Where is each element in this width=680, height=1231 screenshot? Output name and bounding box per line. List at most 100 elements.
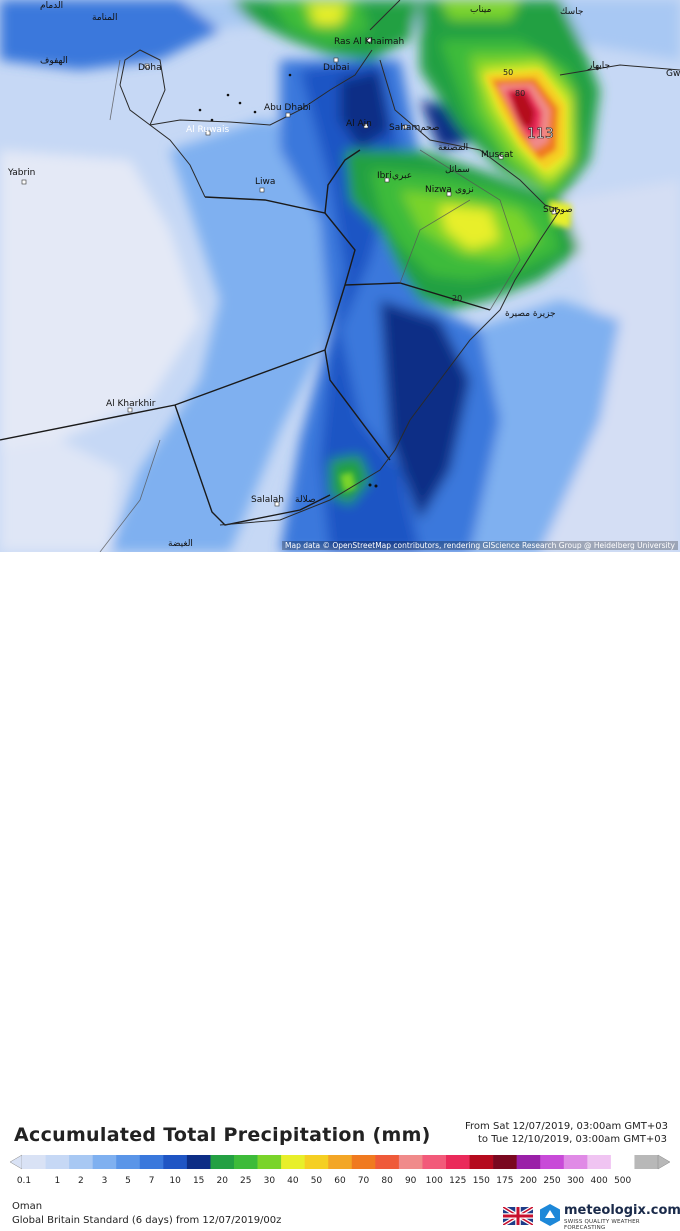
scale-tick-label: 125 [449, 1176, 466, 1186]
scale-tick-label: 90 [405, 1176, 417, 1186]
logo-mark-icon [540, 1204, 560, 1226]
scale-cell [139, 1155, 164, 1169]
svg-text:سمائل: سمائل [445, 165, 470, 175]
scale-cell [587, 1155, 612, 1169]
scale-cell [210, 1155, 235, 1169]
coastline [119, 0, 680, 526]
precipitation-map[interactable]: 80 50 20 113 Doha Dubai Abu Dhabi Ras Al… [0, 0, 680, 552]
scale-tick-label: 150 [473, 1176, 490, 1186]
scale-tick-label: 400 [591, 1176, 608, 1186]
model-info: Global Britain Standard (6 days) from 12… [12, 1215, 282, 1226]
scale-cell [540, 1155, 565, 1169]
precip-core [340, 70, 572, 492]
legend-title: Accumulated Total Precipitation (mm) [14, 1124, 431, 1146]
scale-tick-label: 200 [520, 1176, 537, 1186]
contour-label-20: 20 [452, 294, 462, 303]
scale-cell [446, 1155, 470, 1169]
scale-tick-label: 20 [216, 1176, 228, 1186]
city-nizwa: Nizwa [425, 185, 452, 195]
meteologix-logo[interactable]: meteologix.com SWISS QUALITY WEATHER FOR… [540, 1203, 680, 1231]
city-al-kharkhir: Al Kharkhir [106, 399, 156, 409]
scale-cell [304, 1155, 329, 1169]
city-al-ruwais: Al Ruwais [186, 125, 229, 135]
svg-text:الدمام: الدمام [40, 1, 63, 11]
scale-tick-label: 3 [102, 1176, 108, 1186]
scale-tick-label: 15 [193, 1176, 204, 1186]
scale-cell [69, 1155, 93, 1169]
scale-cell [281, 1155, 305, 1169]
scale-cell [22, 1155, 46, 1169]
scale-tick-label: 175 [496, 1176, 513, 1186]
uk-flag-icon[interactable] [503, 1207, 533, 1225]
scale-cell [116, 1155, 141, 1169]
scale-tick-label: 60 [334, 1176, 346, 1186]
city-markers [21, 37, 557, 507]
scale-arrow-left [9, 1154, 23, 1170]
peak-value: 113 [527, 126, 554, 142]
color-scale: 0.1 1 2 3 5 7 10 15 20 25 30 40 50 60 70 80 90 100 125 150 1… [9, 1154, 671, 1186]
city-abu-dhabi: Abu Dhabi [264, 103, 311, 113]
city-yabrin: Yabrin [7, 168, 35, 178]
scale-cell [563, 1155, 588, 1169]
scale-cell [234, 1155, 258, 1169]
scale-cell [398, 1155, 423, 1169]
scale-tick-label: 300 [567, 1176, 584, 1186]
brand-tagline: SWISS QUALITY WEATHER FORECASTING [564, 1219, 640, 1231]
svg-text:المصنعة: المصنعة [438, 143, 468, 153]
contour-label-80: 80 [515, 89, 525, 98]
period-to: to Tue 12/10/2019, 03:00am GMT+03 [478, 1134, 667, 1145]
scale-cell [257, 1155, 282, 1169]
legend-footer: Accumulated Total Precipitation (mm) Fro… [0, 552, 680, 1231]
scale-tick-label: 1 [54, 1176, 60, 1186]
scale-cell [186, 1155, 211, 1169]
svg-text:الهفوف: الهفوف [40, 56, 68, 66]
scale-tick-label: 80 [381, 1176, 393, 1186]
islands [198, 73, 378, 488]
scale-cell [422, 1155, 447, 1169]
brand-name: meteologix.com [564, 1203, 680, 1218]
scale-cell [634, 1155, 659, 1169]
scale-tick-label: 7 [149, 1176, 155, 1186]
scale-tick-label: 100 [426, 1176, 443, 1186]
scale-tick-label: 30 [264, 1176, 276, 1186]
scale-tick-label: 70 [358, 1176, 370, 1186]
scale-cell [163, 1155, 188, 1169]
city-muscat: Muscat [481, 150, 514, 160]
time-period: From Sat 12/07/2019, 03:00am GMT+03 to T… [465, 1120, 668, 1146]
svg-text:نزوى: نزوى [455, 185, 474, 195]
svg-text:صحم: صحم [420, 123, 439, 133]
svg-text:المنامة: المنامة [92, 13, 118, 23]
city-gw: Gw [666, 69, 680, 79]
scale-tick-label: 5 [125, 1176, 131, 1186]
city-sur: Sur [543, 205, 558, 215]
svg-text:عبري: عبري [392, 171, 412, 181]
scale-cell [516, 1155, 541, 1169]
svg-text:جاسك: جاسك [560, 7, 583, 17]
svg-text:صور: صور [555, 205, 573, 215]
svg-text:جزيرة مصيرة: جزيرة مصيرة [505, 309, 556, 319]
scale-tick-label: 40 [287, 1176, 299, 1186]
scale-cell [328, 1155, 353, 1169]
svg-text:الغيضة: الغيضة [168, 539, 193, 549]
scale-tick-label: 10 [169, 1176, 181, 1186]
city-dubai: Dubai [323, 63, 349, 73]
scale-tick-label: 25 [240, 1176, 251, 1186]
scale-tick-label: 50 [311, 1176, 323, 1186]
city-ras-al-khaimah: Ras Al Khaimah [334, 37, 404, 47]
scale-cell [351, 1155, 376, 1169]
period-from: From Sat 12/07/2019, 03:00am GMT+03 [465, 1121, 668, 1132]
scale-tick-label: 500 [614, 1176, 631, 1186]
svg-text:ميناب: ميناب [470, 5, 492, 15]
contour-label-50: 50 [503, 68, 513, 77]
scale-tick-label: 2 [78, 1176, 84, 1186]
scale-cell [610, 1155, 635, 1169]
city-doha: Doha [138, 63, 162, 73]
scale-cell [469, 1155, 494, 1169]
scale-arrow-right [657, 1154, 671, 1170]
scale-tick-label: 250 [543, 1176, 560, 1186]
city-liwa: Liwa [255, 177, 275, 187]
svg-text:صلالة: صلالة [295, 495, 316, 505]
scale-tick-label: 0.1 [17, 1176, 31, 1186]
city-al-ain: Al Ain [346, 119, 372, 129]
city-saham: Saham [389, 123, 420, 133]
